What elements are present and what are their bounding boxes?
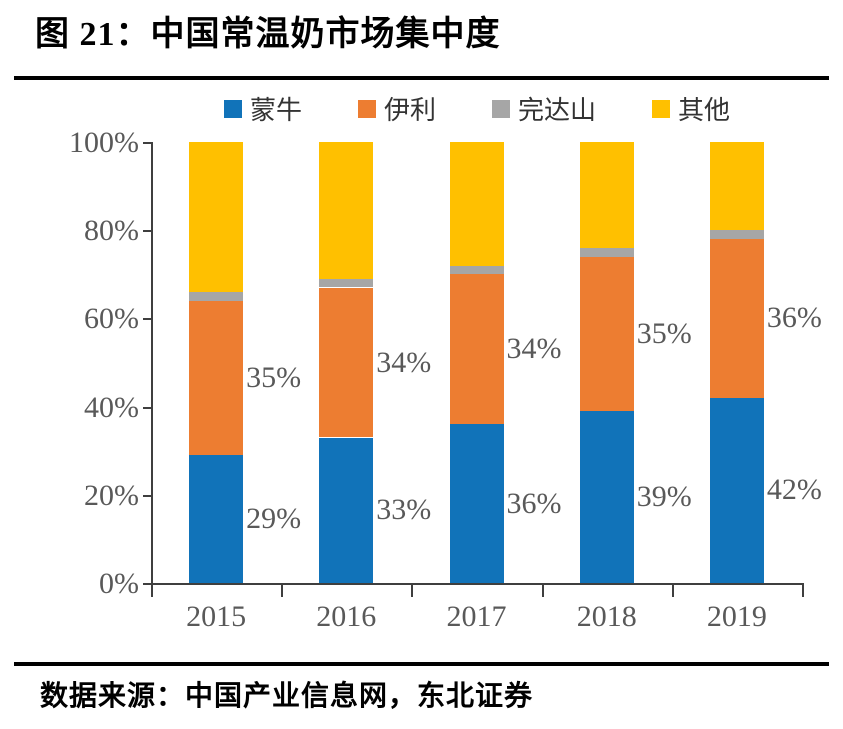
y-tick-label: 80% xyxy=(84,214,139,248)
x-tick xyxy=(802,583,804,597)
legend-label-others: 其他 xyxy=(678,96,731,125)
bar-segment-yili xyxy=(319,287,374,438)
x-category-label: 2017 xyxy=(446,600,507,633)
bar-segment-others xyxy=(189,142,244,292)
bar-segment-yili xyxy=(579,256,634,411)
legend-label-wondersun: 完达山 xyxy=(518,96,597,125)
x-tick xyxy=(671,583,674,597)
data-label: 34% xyxy=(376,345,432,379)
data-label: 33% xyxy=(376,493,432,527)
bottom-divider xyxy=(14,662,829,666)
y-tick-label: 0% xyxy=(99,567,139,600)
x-category-label: 2019 xyxy=(706,600,767,633)
bar-segment-wondersun xyxy=(709,230,764,239)
legend-item-others: 其他 xyxy=(652,90,730,127)
data-label: 36% xyxy=(766,301,822,335)
top-divider xyxy=(14,76,829,80)
bar-segment-yili xyxy=(709,239,764,398)
chart-legend: 蒙牛 伊利 完达山 其他 xyxy=(152,90,802,127)
legend-item-mengniu: 蒙牛 xyxy=(223,90,302,127)
y-tick xyxy=(143,406,151,409)
bar-segment-yili xyxy=(189,300,244,456)
figure-title: 图 21：中国常温奶市场集中度 xyxy=(35,16,501,53)
legend-item-wondersun: 完达山 xyxy=(492,90,596,127)
bar-segment-others xyxy=(579,142,634,248)
bar-segment-others xyxy=(319,142,374,279)
y-axis-line xyxy=(151,142,153,597)
legend-swatch-wondersun xyxy=(492,99,510,118)
legend-label-yili: 伊利 xyxy=(383,96,436,125)
x-tick xyxy=(541,583,544,597)
bar-segment-others xyxy=(709,142,764,231)
x-category-label: 2018 xyxy=(576,600,637,633)
x-axis-line xyxy=(151,583,804,585)
data-label: 35% xyxy=(246,360,302,394)
bar-segment-mengniu xyxy=(319,437,374,583)
bar-segment-others xyxy=(449,142,504,266)
data-label: 39% xyxy=(636,480,692,513)
y-tick-label: 60% xyxy=(84,302,139,336)
data-label: 29% xyxy=(246,502,302,536)
legend-swatch-mengniu xyxy=(223,99,242,118)
data-label: 36% xyxy=(506,486,562,520)
x-tick xyxy=(411,583,414,597)
y-tick xyxy=(143,494,151,497)
x-tick xyxy=(281,583,284,597)
x-category-label: 2015 xyxy=(186,600,247,633)
legend-label-mengniu: 蒙牛 xyxy=(249,96,302,125)
data-label: 34% xyxy=(506,332,562,366)
data-label: 42% xyxy=(766,473,822,507)
bar-segment-wondersun xyxy=(189,291,244,301)
x-category-label: 2016 xyxy=(316,600,377,633)
bar-segment-mengniu xyxy=(709,397,764,583)
bar-segment-mengniu xyxy=(189,455,244,583)
bar-segment-yili xyxy=(449,274,504,425)
legend-swatch-yili xyxy=(357,99,376,118)
legend-swatch-others xyxy=(652,99,671,118)
bar-segment-wondersun xyxy=(319,278,374,288)
bar-segment-mengniu xyxy=(449,424,504,583)
legend-item-yili: 伊利 xyxy=(357,90,436,127)
bar-segment-wondersun xyxy=(579,247,634,257)
y-tick xyxy=(143,583,151,585)
y-tick-label: 20% xyxy=(84,478,139,512)
y-tick-label: 40% xyxy=(84,390,139,424)
y-tick xyxy=(143,318,151,321)
bar-segment-wondersun xyxy=(449,265,504,275)
y-tick xyxy=(143,230,151,233)
bar-segment-mengniu xyxy=(579,411,634,583)
data-source: 数据来源：中国产业信息网，东北证券 xyxy=(40,681,534,712)
y-tick-label: 100% xyxy=(69,126,139,159)
y-tick xyxy=(143,142,151,144)
data-label: 35% xyxy=(636,316,692,350)
